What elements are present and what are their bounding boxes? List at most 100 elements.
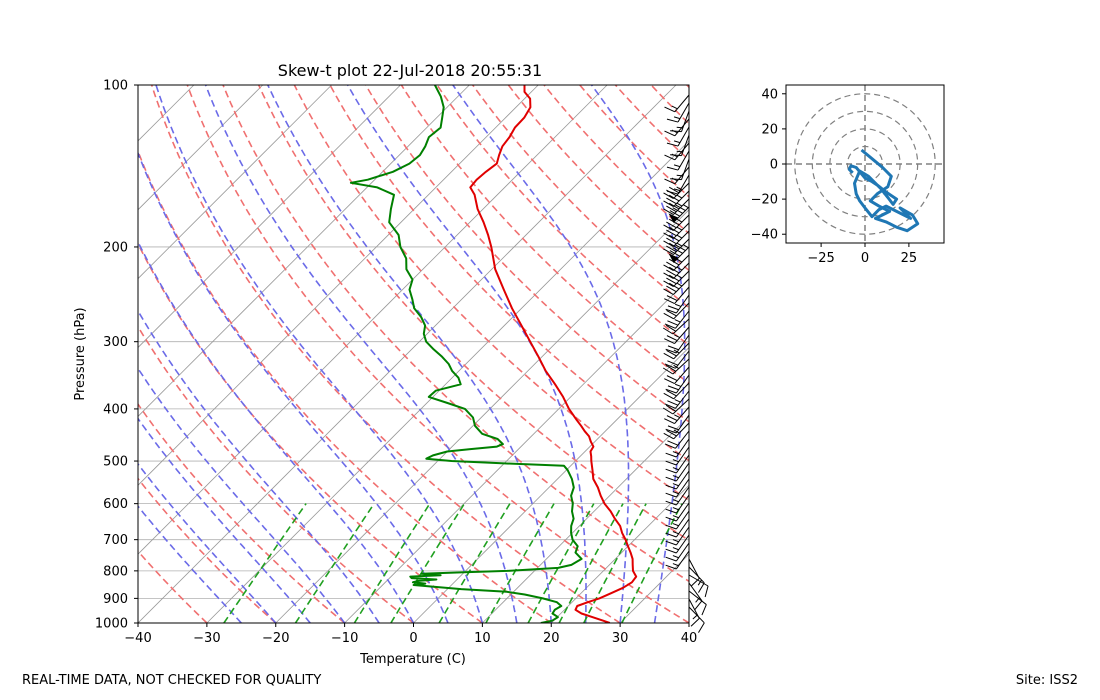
moist-adiabat xyxy=(204,85,518,623)
wind-barb xyxy=(664,326,690,345)
mixing-ratio-line xyxy=(223,503,307,623)
wind-barbs xyxy=(662,94,709,633)
hodograph-trace xyxy=(847,148,920,233)
isotherm xyxy=(413,346,689,623)
x-tick-label: −20 xyxy=(262,631,289,646)
wind-barb xyxy=(663,382,690,400)
mixing-ratio-line xyxy=(438,503,511,623)
wind-barb xyxy=(665,550,690,570)
wind-barb xyxy=(664,430,690,449)
wind-barb xyxy=(663,262,690,279)
moist-adiabat xyxy=(590,85,686,623)
x-tick-label: 10 xyxy=(474,631,491,646)
wind-barb xyxy=(665,414,690,434)
wind-barb xyxy=(664,366,690,385)
dry-adiabat xyxy=(400,85,689,385)
isotherm xyxy=(688,622,689,623)
wind-barb xyxy=(663,198,690,215)
dry-adiabat xyxy=(138,402,346,623)
wind-barb xyxy=(666,150,690,171)
mixing-ratio-lines xyxy=(223,503,683,623)
hodograph-x-tick-label: −25 xyxy=(807,251,834,266)
hodograph-axis-ticks: −25 0 25 40 20 0 −20 −40 xyxy=(751,87,918,266)
wind-barb xyxy=(665,294,690,314)
dry-adiabat xyxy=(543,85,689,235)
wind-barb xyxy=(663,214,690,231)
moist-adiabat xyxy=(138,366,346,623)
dewpoint-profile xyxy=(349,85,583,623)
x-tick-label: −10 xyxy=(331,631,358,646)
mixing-ratio-line xyxy=(527,503,595,623)
moist-adiabat xyxy=(155,85,484,623)
wind-barb xyxy=(668,204,690,223)
wind-barb xyxy=(662,318,690,335)
x-tick-label: −30 xyxy=(193,631,220,646)
temperature-profile xyxy=(469,85,638,623)
y-tick-label: 300 xyxy=(103,335,128,350)
hodograph-y-tick-label: 40 xyxy=(761,87,778,102)
wind-barb xyxy=(664,406,690,425)
wind-barb xyxy=(665,510,690,530)
y-tick-label: 800 xyxy=(103,564,128,579)
wind-barb xyxy=(688,590,707,616)
moist-adiabat xyxy=(452,85,630,623)
moist-adiabat xyxy=(138,417,311,623)
moist-adiabat xyxy=(138,151,449,623)
wind-barb xyxy=(665,438,690,458)
wind-barb xyxy=(665,486,690,506)
hodograph-y-tick-label: 20 xyxy=(761,122,778,137)
wind-barb xyxy=(688,606,705,633)
dry-adiabat xyxy=(579,85,689,198)
wind-barb xyxy=(688,574,709,598)
wind-barb xyxy=(688,558,700,587)
wind-barb xyxy=(663,422,690,440)
wind-barb xyxy=(663,182,690,199)
wind-barb xyxy=(665,526,690,546)
isotherm xyxy=(138,85,332,280)
wind-barb xyxy=(688,566,705,593)
isotherm xyxy=(619,553,689,623)
isotherm xyxy=(275,209,689,623)
wind-barb xyxy=(666,126,690,147)
site-label: Site: ISS2 xyxy=(1015,673,1078,688)
y-tick-label: 200 xyxy=(103,240,128,255)
data-quality-notice: REAL-TIME DATA, NOT CHECKED FOR QUALITY xyxy=(22,673,322,688)
y-tick-label: 600 xyxy=(103,497,128,512)
moist-adiabat xyxy=(267,85,553,623)
wind-barb xyxy=(663,222,690,239)
y-tick-label: 1000 xyxy=(95,617,128,632)
wind-barb xyxy=(663,230,690,247)
wind-barb xyxy=(665,494,690,514)
mixing-ratio-line xyxy=(294,503,375,623)
wind-barb xyxy=(665,518,690,538)
wind-barb xyxy=(668,244,690,263)
wind-barb xyxy=(664,310,690,329)
skewt-axes-frame xyxy=(137,84,690,624)
wind-barb xyxy=(665,454,690,474)
wind-barb xyxy=(663,238,690,255)
y-tick-label: 700 xyxy=(103,533,128,548)
x-tick-label: 20 xyxy=(543,631,560,646)
wind-barb xyxy=(665,374,690,394)
mixing-ratio-line xyxy=(621,503,683,623)
mixing-ratio-line xyxy=(485,503,555,623)
x-tick-label: 30 xyxy=(612,631,629,646)
y-tick-label: 400 xyxy=(103,402,128,417)
wind-barb xyxy=(662,398,690,415)
moist-adiabat xyxy=(138,309,380,623)
wind-barb xyxy=(665,446,690,466)
wind-barb xyxy=(663,270,690,287)
x-axis-label: Temperature (C) xyxy=(359,652,466,667)
hodograph-line xyxy=(847,148,920,233)
wind-barb xyxy=(688,598,700,627)
isotherm xyxy=(482,415,689,623)
dry-adiabat xyxy=(138,325,414,623)
isotherm xyxy=(138,85,401,349)
x-tick-label: 0 xyxy=(409,631,417,646)
isotherm xyxy=(138,85,264,211)
wind-barb xyxy=(663,254,690,271)
wind-barb xyxy=(665,542,690,562)
isotherm xyxy=(206,140,689,623)
wind-barb xyxy=(664,286,690,305)
isotherm-lines xyxy=(138,85,689,623)
